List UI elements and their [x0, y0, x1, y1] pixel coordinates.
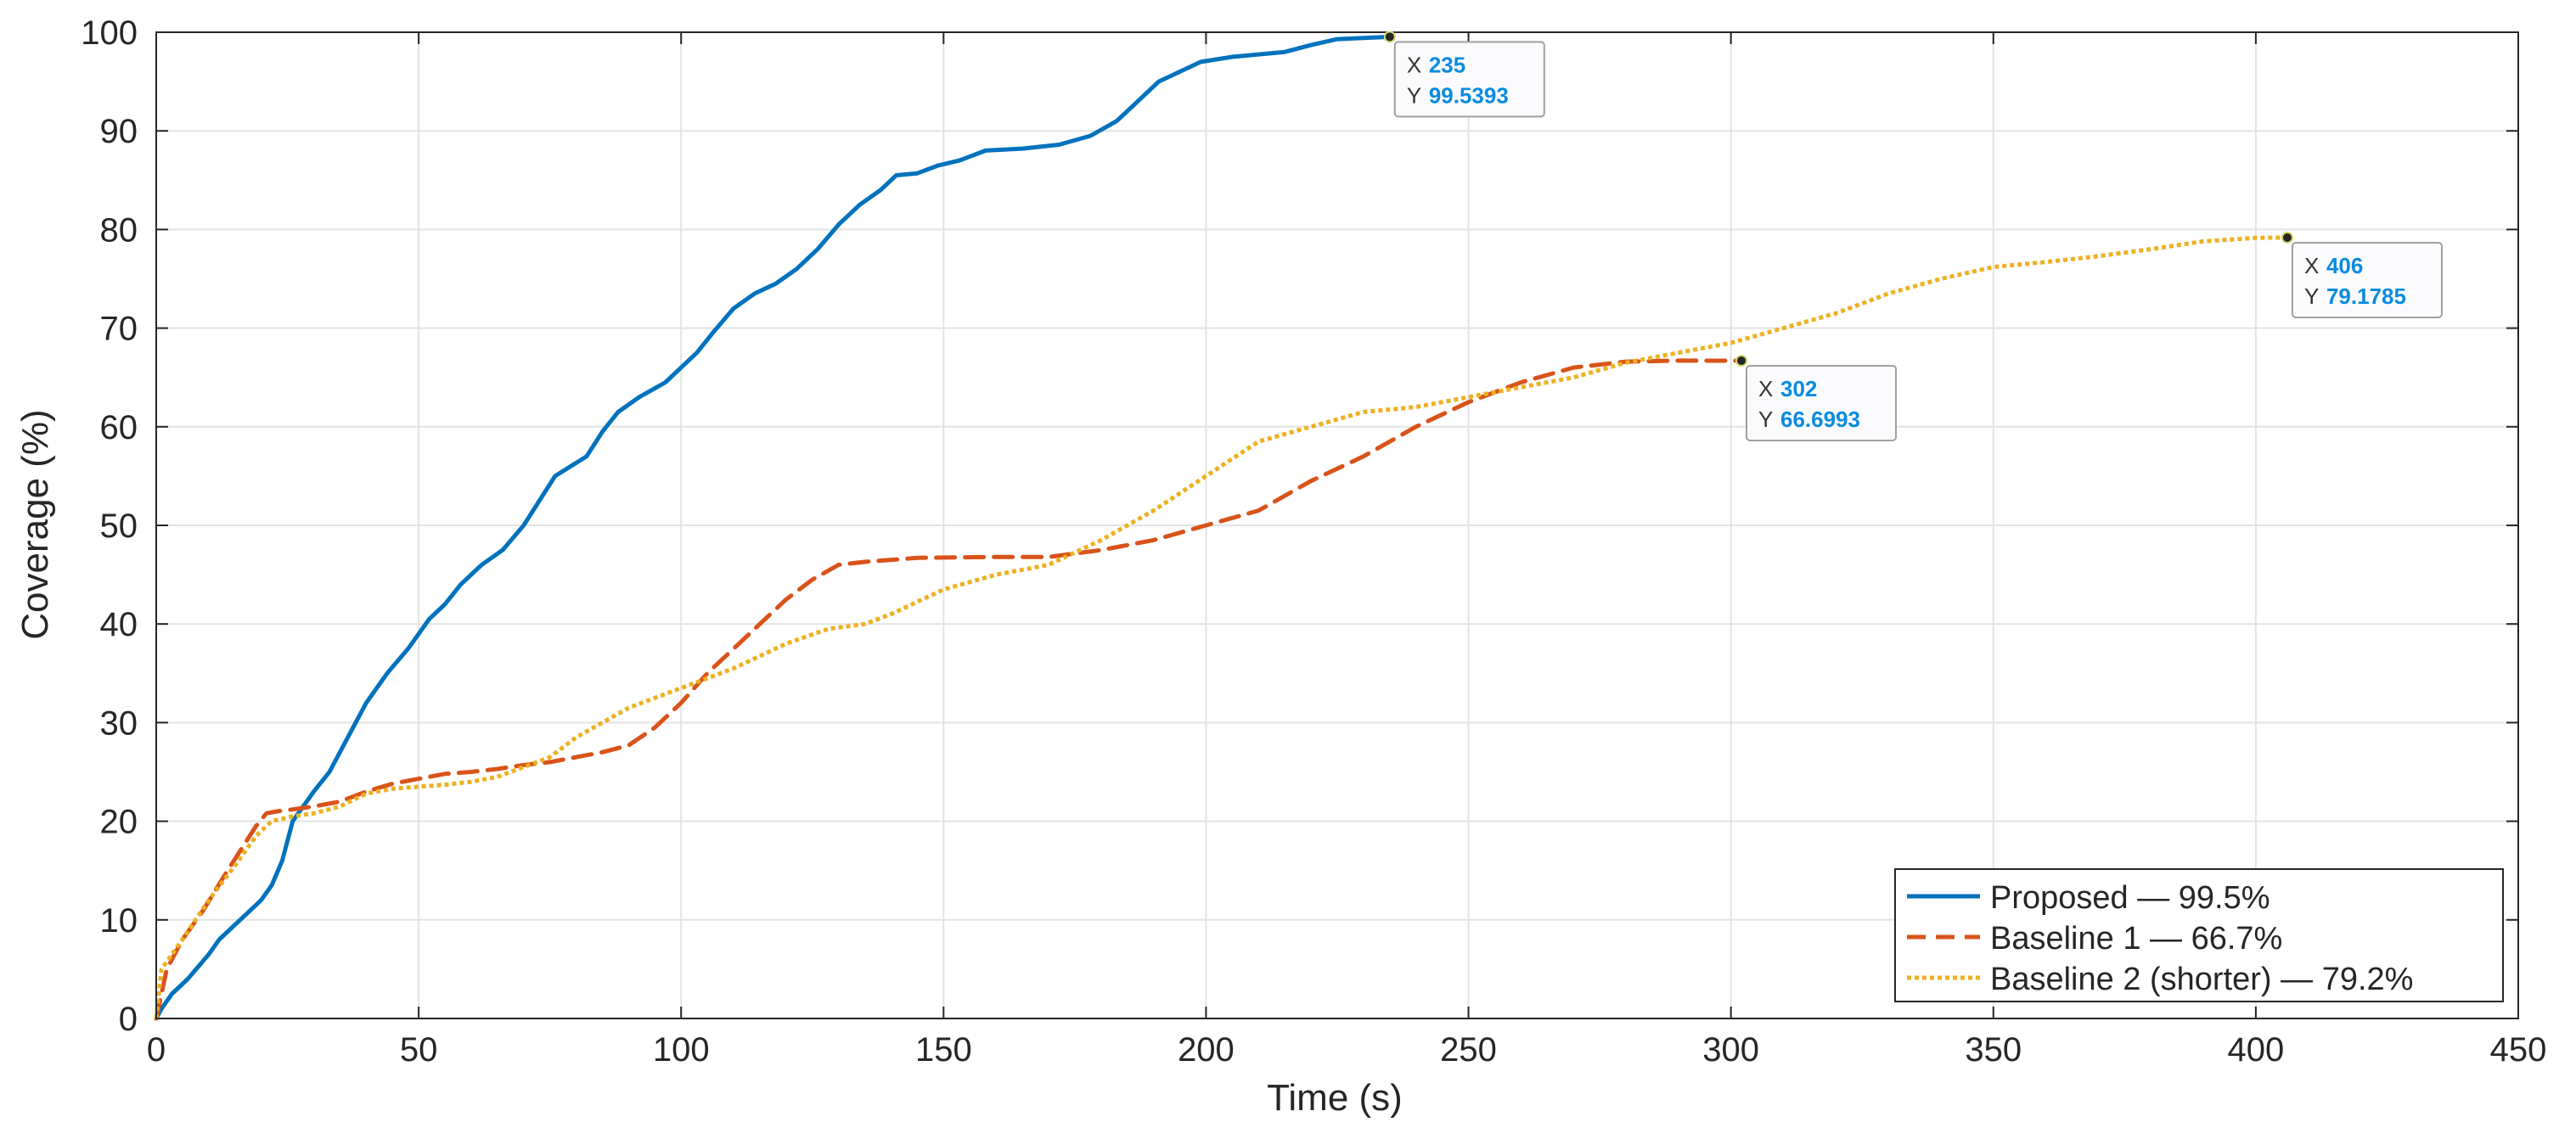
x-tick-label-5: 250: [1440, 1031, 1497, 1069]
series-line-2: [154, 235, 2288, 1019]
datatip-x-value-2: 406: [2326, 253, 2363, 278]
datatip-marker-1[interactable]: [1735, 354, 1748, 367]
x-tick-label-0: 0: [147, 1031, 166, 1069]
x-axis-label: Time (s): [1267, 1077, 1403, 1119]
legend: Proposed — 99.5% Baseline 1 — 66.7% Baseli…: [1894, 868, 2504, 1002]
x-tick-label-9: 450: [2490, 1031, 2547, 1069]
datatip-x-value-0: 235: [1429, 52, 1465, 77]
datatip-marker-0[interactable]: [1383, 31, 1396, 43]
datatip-box-0: [1393, 41, 1545, 118]
datatip-box-1: [1746, 364, 1898, 441]
datatip-x-key-0: X: [1407, 52, 1421, 77]
x-tick-label-2: 100: [653, 1031, 710, 1069]
datatip-x-key-1: X: [1758, 376, 1773, 401]
y-tick-label-4: 40: [100, 606, 138, 643]
legend-label-2: Baseline 2 (shorter) — 79.2%: [1990, 962, 2413, 997]
datatip-2[interactable]: X 406 Y 79.1785: [2291, 241, 2443, 318]
x-tick-label-3: 150: [915, 1031, 972, 1069]
legend-box: [1894, 868, 2504, 1002]
y-tick-label-8: 80: [100, 211, 138, 249]
data-tips: X 235 Y 99.5393 X 302 Y 66.6993 X 406 Y 79.1785: [1383, 31, 2443, 441]
legend-label-1: Baseline 1 — 66.7%: [1990, 921, 2282, 957]
y-tick-label-6: 60: [100, 409, 138, 446]
y-tick-label-7: 70: [100, 311, 138, 348]
datatip-x-key-2: X: [2304, 253, 2319, 278]
x-tick-label-8: 400: [2228, 1031, 2285, 1069]
datatip-y-value-1: 66.6993: [1780, 407, 1860, 432]
datatip-y-value-0: 99.5393: [1429, 82, 1509, 108]
datatip-y-value-2: 79.1785: [2326, 283, 2406, 309]
tick-labels: 0 50 100 150 200 250 300 350 400 450 0 10 20 30 40 50 60…: [81, 14, 2546, 1069]
axes: [155, 31, 2519, 1019]
y-tick-label-2: 20: [100, 804, 138, 841]
series-line-1: [154, 358, 1744, 1021]
legend-label-0: Proposed — 99.5%: [1990, 880, 2270, 916]
datatip-y-key-2: Y: [2304, 283, 2319, 309]
y-tick-label-10: 100: [81, 14, 138, 52]
datatip-x-value-1: 302: [1780, 376, 1817, 401]
y-tick-label-1: 10: [100, 902, 138, 940]
series-lines: [154, 34, 2288, 1021]
x-tick-label-6: 300: [1702, 1031, 1759, 1069]
y-tick-label-5: 50: [100, 508, 138, 545]
datatip-y-key-1: Y: [1758, 407, 1773, 432]
y-tick-label-3: 30: [100, 704, 138, 742]
x-tick-label-7: 350: [1965, 1031, 2022, 1069]
x-tick-label-4: 200: [1178, 1031, 1235, 1069]
x-tick-label-1: 50: [400, 1031, 438, 1069]
datatip-y-key-0: Y: [1407, 82, 1421, 108]
series-line-0: [154, 34, 1392, 1021]
y-tick-label-9: 90: [100, 113, 138, 150]
datatip-marker-2[interactable]: [2281, 231, 2293, 244]
y-tick-label-0: 0: [119, 1001, 138, 1038]
y-axis-label: Coverage (%): [14, 409, 56, 639]
datatip-1[interactable]: X 302 Y 66.6993: [1746, 364, 1898, 441]
datatip-box-2: [2291, 241, 2443, 318]
datatip-0[interactable]: X 235 Y 99.5393: [1393, 41, 1545, 118]
